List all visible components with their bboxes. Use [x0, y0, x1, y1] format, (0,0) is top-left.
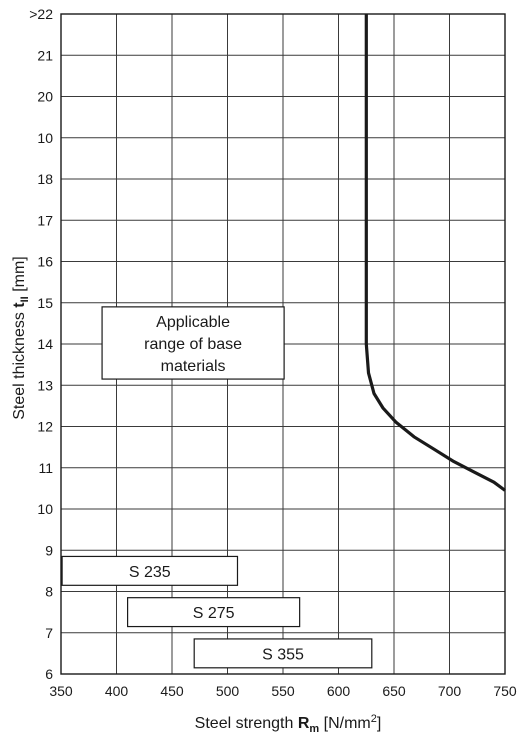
y-tick-label: 18 [37, 171, 53, 187]
y-tick-label: 14 [37, 336, 53, 352]
x-tick-label: 450 [160, 683, 184, 699]
x-tick-label: 350 [49, 683, 73, 699]
x-tick-labels: 350 400 450 500 550 600 650 700 750 [49, 683, 517, 699]
y-tick-label: 15 [37, 295, 53, 311]
y-axis-label: Steel thickness tII [mm] [11, 256, 31, 420]
s275-text: S 275 [193, 605, 235, 622]
s235-frame [61, 555, 239, 586]
y-tick-labels: 6 7 8 9 10 11 12 13 14 15 16 17 18 10 20 21 >22 [29, 6, 53, 682]
s275-box: S 275 [126, 597, 301, 628]
x-tick-label: 700 [438, 683, 462, 699]
y-tick-label: 11 [38, 460, 53, 476]
x-axis-label: Steel strength Rm [N/mm2] [195, 713, 382, 735]
x-tick-label: 400 [105, 683, 129, 699]
y-tick-label: 16 [37, 254, 53, 270]
y-tick-label: 8 [45, 584, 53, 600]
y-tick-label: >22 [29, 6, 53, 22]
y-tick-label: 21 [37, 47, 53, 63]
applicable-range-frame [101, 306, 285, 380]
annotation-boxes: Applicable range of base materials S 235 S 2… [61, 306, 373, 669]
applicable-range-text: range of base [144, 336, 242, 353]
y-tick-label: 12 [37, 419, 53, 435]
y-tick-label: 17 [37, 212, 53, 228]
y-tick-label: 9 [45, 542, 53, 558]
y-tick-label: 10 [37, 130, 53, 146]
y-tick-label: 20 [37, 89, 53, 105]
x-tick-label: 650 [382, 683, 406, 699]
y-tick-label: 6 [45, 666, 53, 682]
x-tick-label: 750 [493, 683, 517, 699]
y-tick-label: 13 [37, 377, 53, 393]
s275-frame [126, 597, 301, 628]
x-tick-label: 550 [271, 683, 295, 699]
s355-text: S 355 [262, 646, 304, 663]
applicable-range-box: Applicable range of base materials [101, 306, 285, 380]
s235-text: S 235 [129, 564, 171, 581]
x-tick-label: 500 [216, 683, 240, 699]
boundary-curve [364, 14, 506, 492]
applicable-range-text: Applicable [156, 314, 230, 331]
y-tick-label: 10 [37, 501, 53, 517]
applicable-range-text: materials [161, 358, 226, 375]
s355-box: S 355 [193, 638, 373, 669]
y-tick-label: 7 [45, 625, 53, 641]
plot-frame [60, 13, 506, 675]
x-tick-label: 600 [327, 683, 351, 699]
s355-frame [193, 638, 373, 669]
s235-box: S 235 [61, 555, 239, 586]
